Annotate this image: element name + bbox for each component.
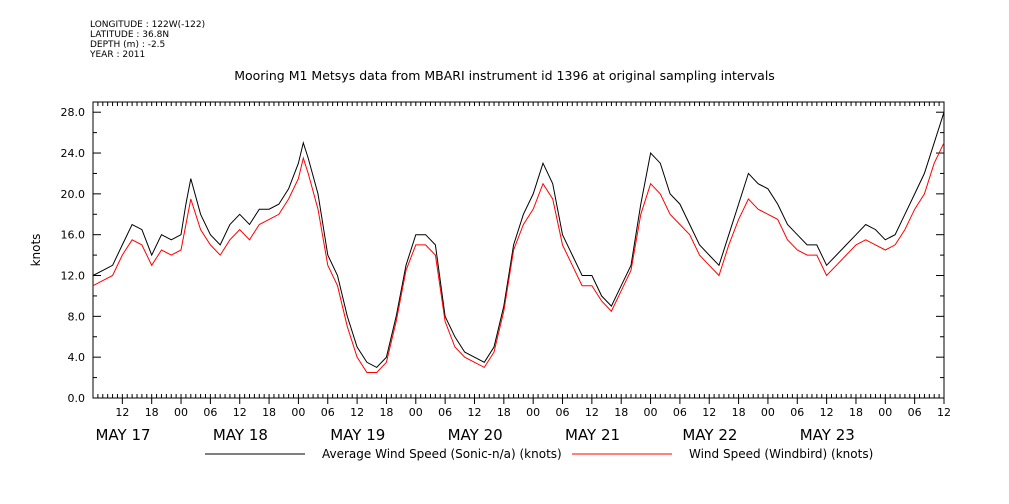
x-tick-label: 18 <box>497 406 511 419</box>
y-tick-label: 0.0 <box>68 392 86 405</box>
x-tick-label: 12 <box>937 406 951 419</box>
x-tick-label: 00 <box>526 406 540 419</box>
x-tick-label: 06 <box>321 406 335 419</box>
chart-title: Mooring M1 Metsys data from MBARI instru… <box>234 68 775 83</box>
date-label: MAY 23 <box>800 426 855 444</box>
x-tick-label: 06 <box>790 406 804 419</box>
y-tick-label: 20.0 <box>61 188 86 201</box>
date-label: MAY 18 <box>213 426 268 444</box>
x-tick-label: 18 <box>262 406 276 419</box>
x-tick-label: 12 <box>115 406 129 419</box>
x-tick-label: 18 <box>732 406 746 419</box>
y-tick-label: 8.0 <box>68 310 86 323</box>
x-tick-label: 18 <box>379 406 393 419</box>
x-tick-label: 00 <box>761 406 775 419</box>
y-tick-label: 12.0 <box>61 270 86 283</box>
y-tick-label: 24.0 <box>61 147 86 160</box>
x-tick-label: 00 <box>644 406 658 419</box>
x-tick-label: 18 <box>849 406 863 419</box>
date-label: MAY 17 <box>95 426 150 444</box>
date-label: MAY 22 <box>682 426 737 444</box>
x-tick-label: 18 <box>145 406 159 419</box>
depth-label: DEPTH (m) : -2.5 <box>90 40 166 50</box>
x-tick-label: 12 <box>350 406 364 419</box>
x-tick-label: 06 <box>908 406 922 419</box>
x-tick-label: 06 <box>203 406 217 419</box>
date-label: MAY 21 <box>565 426 620 444</box>
longitude-label: LONGITUDE : 122W(-122) <box>90 20 206 30</box>
x-tick-label: 06 <box>673 406 687 419</box>
y-tick-label: 28.0 <box>61 106 86 119</box>
year-label: YEAR : 2011 <box>90 50 146 60</box>
y-tick-label: 16.0 <box>61 229 86 242</box>
x-tick-label: 12 <box>702 406 716 419</box>
date-label: MAY 20 <box>448 426 503 444</box>
x-tick-label: 00 <box>291 406 305 419</box>
x-tick-label: 12 <box>233 406 247 419</box>
x-tick-label: 18 <box>614 406 628 419</box>
x-tick-label: 12 <box>585 406 599 419</box>
latitude-label: LATITUDE : 36.8N <box>90 30 170 40</box>
y-axis-label: knots <box>29 234 43 267</box>
y-tick-label: 4.0 <box>68 351 86 364</box>
series-line-windbird-wind-speed <box>92 142 945 373</box>
x-tick-label: 00 <box>878 406 892 419</box>
x-tick-label: 06 <box>556 406 570 419</box>
x-tick-label: 00 <box>409 406 423 419</box>
x-tick-label: 00 <box>174 406 188 419</box>
series-line-average-wind-speed <box>92 112 945 369</box>
legend-label-windbird-wind-speed: Wind Speed (Windbird) (knots) <box>689 447 873 461</box>
x-tick-label: 06 <box>438 406 452 419</box>
x-tick-label: 12 <box>467 406 481 419</box>
plot-frame <box>92 101 945 399</box>
date-label: MAY 19 <box>330 426 385 444</box>
x-tick-label: 12 <box>820 406 834 419</box>
metadata-block: LONGITUDE : 122W(-122) LATITUDE : 36.8N … <box>90 20 205 60</box>
legend-label-average-wind-speed: Average Wind Speed (Sonic-n/a) (knots) <box>322 447 562 461</box>
